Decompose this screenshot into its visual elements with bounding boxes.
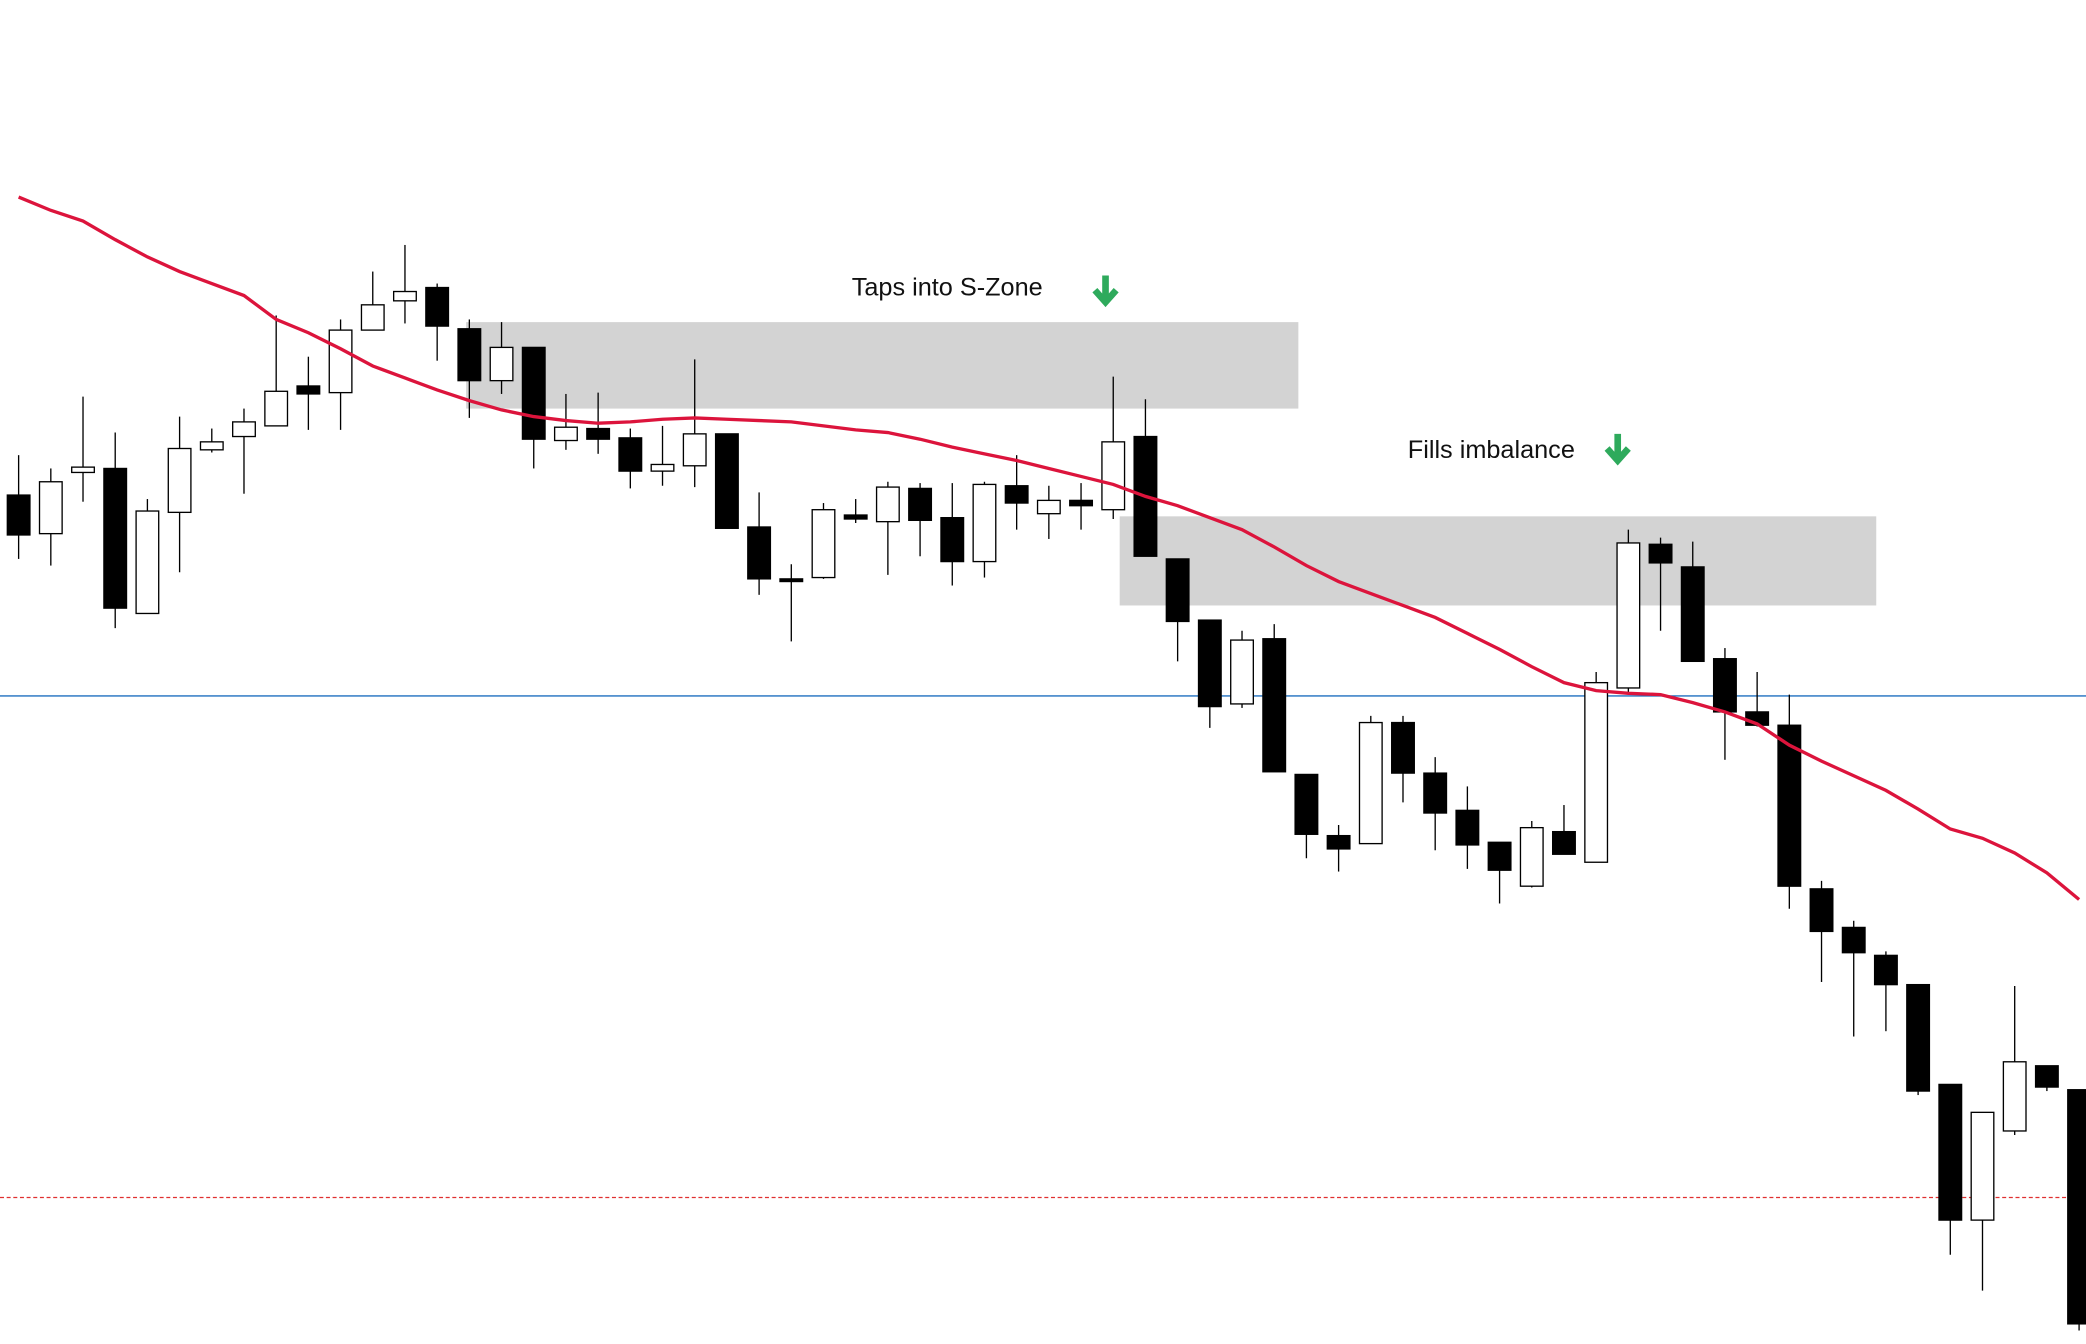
candle-body <box>1809 888 1834 933</box>
candle-body <box>1712 658 1737 713</box>
candle-body <box>1970 1111 1995 1221</box>
candle-body <box>1262 638 1287 773</box>
candle-body <box>1069 499 1094 507</box>
zone <box>1119 516 1877 606</box>
candle-body <box>2067 1089 2086 1325</box>
candle-body <box>1551 830 1576 855</box>
levels <box>0 695 2086 1199</box>
candle-body <box>1906 983 1931 1092</box>
moving-average-line <box>17 195 2081 901</box>
candle-body <box>296 385 321 395</box>
candle-body <box>972 483 997 563</box>
candle-body <box>714 433 739 529</box>
candle-body <box>618 437 643 472</box>
candle-body <box>232 421 256 438</box>
candle-body <box>392 290 417 302</box>
candle-body <box>1841 926 1866 954</box>
candle-body <box>521 346 546 440</box>
candle-body <box>1873 954 1898 986</box>
candle-body <box>1004 485 1029 504</box>
candle-body <box>1680 566 1705 663</box>
candle-body <box>1036 499 1061 515</box>
arrow-icon <box>1604 433 1631 466</box>
candle-body <box>199 441 224 451</box>
zone <box>466 322 1299 409</box>
candle-body <box>1294 773 1319 835</box>
candle-body <box>1101 441 1126 511</box>
candle-body <box>586 427 611 440</box>
candle-body <box>167 447 192 514</box>
candle-body <box>1326 834 1351 850</box>
candle-body <box>553 426 578 442</box>
candle-body <box>71 466 95 474</box>
candle-body <box>650 463 675 472</box>
moving-average <box>17 195 2081 901</box>
candle-body <box>2034 1065 2059 1088</box>
candle-body <box>1777 724 1802 887</box>
candle-body <box>425 286 450 327</box>
annotation: Taps into S-Zone <box>852 274 1043 302</box>
candle-body <box>1584 681 1609 863</box>
candle-body <box>1358 721 1383 845</box>
candle-body <box>1487 841 1512 871</box>
candle-body <box>1938 1083 1963 1221</box>
candle-body <box>682 433 707 467</box>
candle-body <box>747 526 772 580</box>
candle-body <box>908 487 933 522</box>
annotation: Fills imbalance <box>1408 436 1575 464</box>
candle-body <box>457 328 482 382</box>
candle-body <box>1230 639 1254 705</box>
candle-body <box>1391 721 1415 774</box>
candle-body <box>1423 772 1448 814</box>
candle-body <box>264 390 289 427</box>
candle-body <box>1165 558 1190 623</box>
candle-body <box>135 510 160 615</box>
candle-body <box>875 486 900 523</box>
candle-body <box>843 514 868 520</box>
candle-body <box>1455 809 1480 846</box>
candle-body <box>811 509 836 579</box>
candle-body <box>360 304 385 331</box>
candle-body <box>779 578 804 583</box>
candle-body <box>1519 826 1544 887</box>
candle-body <box>1197 619 1222 708</box>
candles <box>6 244 2086 1331</box>
candle-body <box>103 467 128 609</box>
candle-body <box>2002 1061 2027 1132</box>
candle-body <box>1648 543 1673 564</box>
candle-body <box>489 346 514 382</box>
candle-body <box>38 481 63 535</box>
candle-body <box>328 329 353 394</box>
candle-body <box>1616 542 1641 689</box>
candle-body <box>6 494 31 536</box>
arrow-icon <box>1092 275 1119 308</box>
candle-body <box>940 517 965 563</box>
